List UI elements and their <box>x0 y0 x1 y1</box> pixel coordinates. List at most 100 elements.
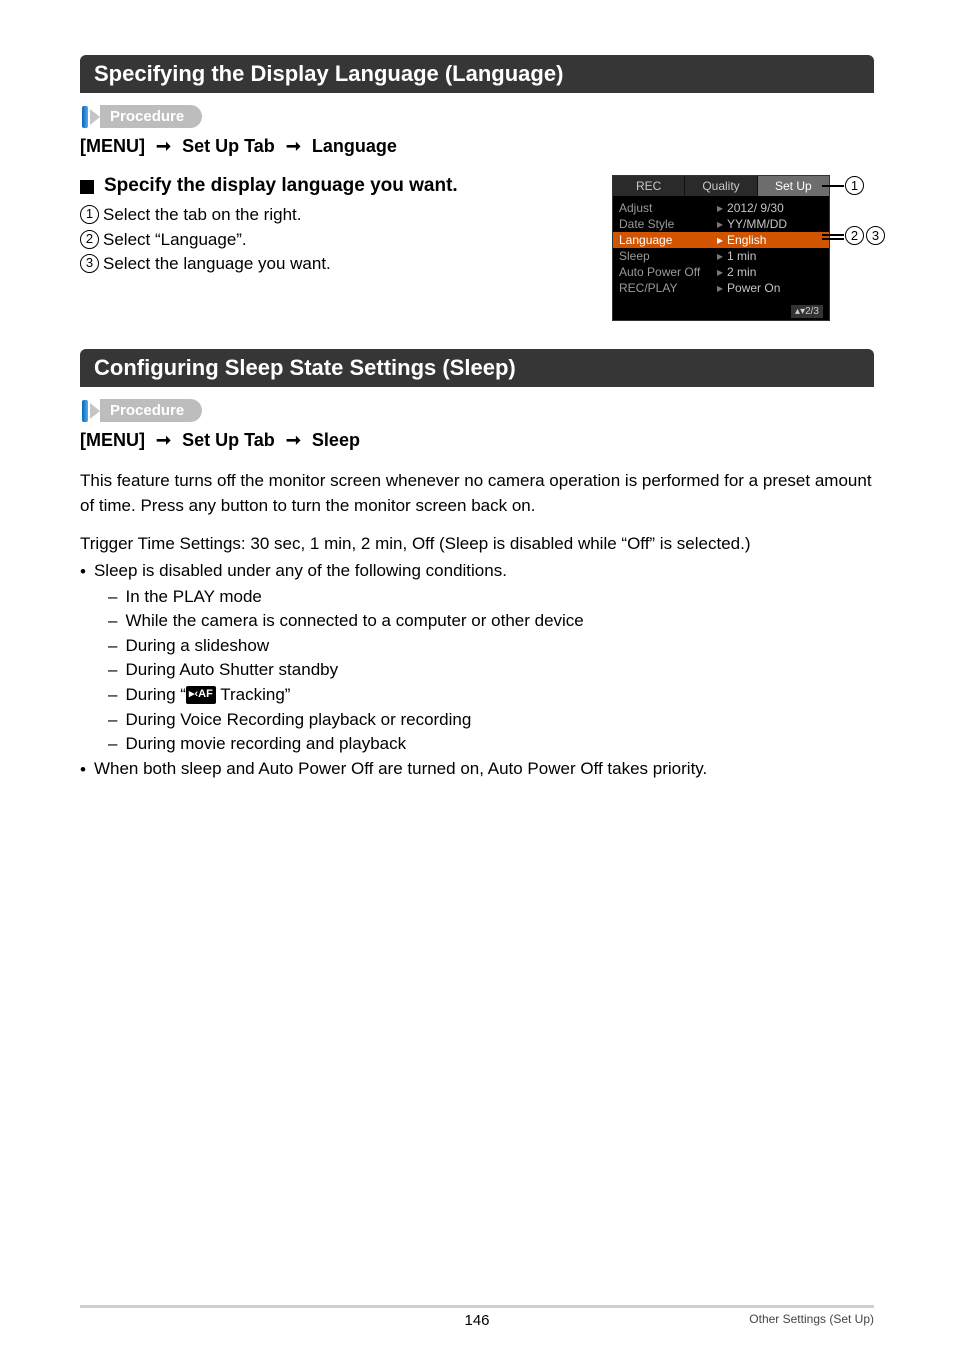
dash-icon: – <box>108 585 117 610</box>
procedure-label-row: Procedure <box>82 105 874 128</box>
camera-row-adjust: Adjust ▸ 2012/ 9/30 <box>619 200 823 216</box>
list-item: • Sleep is disabled under any of the foll… <box>80 559 874 585</box>
step-text: Select the tab on the right. <box>103 203 301 228</box>
list-item: •When both sleep and Auto Power Off are … <box>80 757 874 783</box>
procedure-label: Procedure <box>100 399 202 422</box>
menu-path-c: Language <box>312 136 397 156</box>
procedure-arrow-icon <box>90 403 100 419</box>
camera-row-value: Power On <box>727 281 780 295</box>
list-item: –While the camera is connected to a comp… <box>80 609 874 634</box>
triangle-icon: ▸ <box>717 233 723 247</box>
step-text: Select the language you want. <box>103 252 331 277</box>
camera-row-label: Auto Power Off <box>619 265 713 279</box>
callout-3: 3 <box>866 226 885 245</box>
list-text: During “▸‹AF Tracking” <box>125 683 290 708</box>
dash-icon: – <box>108 708 117 733</box>
arrow-icon: ➞ <box>156 136 171 157</box>
procedure-bar <box>82 400 88 422</box>
leader-line <box>822 185 844 187</box>
step-number-2: 2 <box>80 230 99 249</box>
triangle-icon: ▸ <box>717 217 723 231</box>
step-number-3: 3 <box>80 254 99 273</box>
camera-screenshot: REC Quality Set Up Adjust ▸ 2012/ 9/30 Dat… <box>612 175 874 321</box>
footer-rule <box>80 1305 874 1308</box>
leader-line <box>822 238 844 240</box>
camera-row-value: English <box>727 233 766 247</box>
paragraph-1: This feature turns off the monitor scree… <box>80 469 874 518</box>
callout-1: 1 <box>845 176 864 195</box>
menu-path-language: [MENU] ➞ Set Up Tab ➞ Language <box>80 136 874 157</box>
list-item: –During movie recording and playback <box>80 732 874 757</box>
section-title-sleep: Configuring Sleep State Settings (Sleep) <box>80 349 874 387</box>
menu-path-a: [MENU] <box>80 430 145 450</box>
menu-path-b: Set Up Tab <box>182 430 275 450</box>
camera-row-label: Language <box>619 233 713 247</box>
camera-row-autopoweroff: Auto Power Off ▸ 2 min <box>619 264 823 280</box>
footer-spacer <box>80 1312 300 1329</box>
arrow-icon: ➞ <box>286 430 301 451</box>
camera-row-label: Adjust <box>619 201 713 215</box>
procedure-arrow-icon <box>90 109 100 125</box>
triangle-icon: ▸ <box>717 249 723 263</box>
list-text: During movie recording and playback <box>125 732 406 757</box>
list-text: When both sleep and Auto Power Off are t… <box>94 757 707 783</box>
tracking-prefix: During “ <box>125 685 185 704</box>
dash-icon: – <box>108 609 117 634</box>
list-item: –During Auto Shutter standby <box>80 658 874 683</box>
camera-tab-quality: Quality <box>685 176 757 196</box>
procedure-label: Procedure <box>100 105 202 128</box>
procedure-label-row: Procedure <box>82 399 874 422</box>
camera-row-label: Sleep <box>619 249 713 263</box>
triangle-icon: ▸ <box>717 281 723 295</box>
camera-tab-rec: REC <box>613 176 685 196</box>
af-tracking-icon: ▸‹AF <box>186 686 216 704</box>
paragraph-2: Trigger Time Settings: 30 sec, 1 min, 2 … <box>80 532 874 557</box>
camera-row-label: REC/PLAY <box>619 281 713 295</box>
page-number: 146 <box>300 1312 654 1329</box>
list-text: During a slideshow <box>125 634 269 659</box>
square-bullet-icon <box>80 180 94 194</box>
step-text: Select “Language”. <box>103 228 247 253</box>
menu-path-b: Set Up Tab <box>182 136 275 156</box>
camera-row-recplay: REC/PLAY ▸ Power On <box>619 280 823 296</box>
arrow-icon: ➞ <box>286 136 301 157</box>
dash-icon: – <box>108 683 117 708</box>
menu-path-c: Sleep <box>312 430 360 450</box>
subheading-row: Specify the display language you want. <box>80 175 592 197</box>
camera-row-language: Language ▸ English <box>613 232 829 248</box>
procedure-bar <box>82 106 88 128</box>
camera-row-value: 2012/ 9/30 <box>727 201 784 215</box>
page-footer: 146 Other Settings (Set Up) <box>0 1305 954 1329</box>
section-title-language: Specifying the Display Language (Languag… <box>80 55 874 93</box>
triangle-icon: ▸ <box>717 201 723 215</box>
callout-2: 2 <box>845 226 864 245</box>
list-text: While the camera is connected to a compu… <box>125 609 583 634</box>
list-text: In the PLAY mode <box>125 585 261 610</box>
camera-row-value: YY/MM/DD <box>727 217 787 231</box>
list-item: –During “▸‹AF Tracking” <box>80 683 874 708</box>
camera-row-value: 2 min <box>727 265 756 279</box>
dash-icon: – <box>108 658 117 683</box>
dash-icon: – <box>108 634 117 659</box>
list-text: During Voice Recording playback or recor… <box>125 708 471 733</box>
dash-icon: – <box>108 732 117 757</box>
list-text: During Auto Shutter standby <box>125 658 338 683</box>
camera-row-value: 1 min <box>727 249 756 263</box>
footer-text: Other Settings (Set Up) <box>654 1312 874 1329</box>
arrow-icon: ➞ <box>156 430 171 451</box>
step-number-1: 1 <box>80 205 99 224</box>
menu-path-a: [MENU] <box>80 136 145 156</box>
camera-screen: REC Quality Set Up Adjust ▸ 2012/ 9/30 Dat… <box>612 175 830 321</box>
leader-line <box>822 234 844 236</box>
numbered-steps: 1Select the tab on the right. 2Select “L… <box>80 203 592 277</box>
tracking-suffix: Tracking” <box>216 685 291 704</box>
camera-tab-setup: Set Up <box>758 176 829 196</box>
bullet-icon: • <box>80 560 86 585</box>
camera-row-sleep: Sleep ▸ 1 min <box>619 248 823 264</box>
list-item: –During Voice Recording playback or reco… <box>80 708 874 733</box>
camera-row-label: Date Style <box>619 217 713 231</box>
triangle-icon: ▸ <box>717 265 723 279</box>
list-item: –During a slideshow <box>80 634 874 659</box>
list-text: Sleep is disabled under any of the follo… <box>94 559 507 585</box>
bullet-list: • Sleep is disabled under any of the foll… <box>80 559 874 783</box>
